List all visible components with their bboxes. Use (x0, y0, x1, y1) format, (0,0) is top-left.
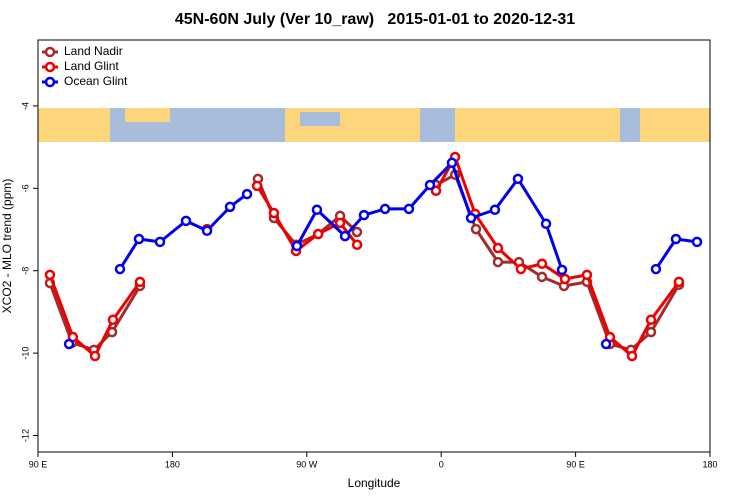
point (268, 207, 280, 219)
point (403, 203, 415, 215)
point (154, 236, 166, 248)
point (107, 314, 119, 325)
point (251, 180, 263, 192)
legend-label: Land Glint (64, 59, 119, 73)
y-tick-label: -4 (20, 102, 30, 110)
map-strip (38, 108, 710, 142)
point (673, 276, 685, 288)
x-tick-label: 0 (439, 459, 444, 469)
series-line (48, 173, 681, 352)
y-tick-label: -10 (20, 347, 30, 360)
point (63, 338, 75, 350)
point (133, 233, 145, 245)
point (180, 215, 192, 227)
chart-title: 45N-60N July (Ver 10_raw) 2015-01-01 to … (175, 11, 575, 28)
point (311, 204, 323, 215)
series-line (118, 161, 698, 271)
plot-frame (37, 39, 711, 453)
point (626, 350, 638, 362)
point (536, 258, 548, 269)
point (446, 157, 458, 169)
point (351, 239, 363, 251)
x-tick-label: 180 (165, 459, 180, 469)
point (379, 203, 391, 215)
x-tick-label: 90 E (29, 459, 48, 469)
point (312, 228, 324, 240)
point (645, 314, 657, 325)
point (339, 230, 351, 242)
point (650, 263, 662, 275)
point (645, 326, 657, 338)
point (559, 273, 571, 285)
point (241, 188, 253, 200)
series-line (48, 155, 681, 358)
point (358, 209, 370, 221)
point (201, 225, 213, 237)
point (291, 240, 303, 252)
point (470, 223, 482, 235)
point (492, 242, 504, 254)
point (489, 204, 501, 215)
point (540, 218, 552, 230)
point (430, 185, 442, 197)
point (114, 263, 126, 275)
y-tick-label: -8 (20, 267, 30, 275)
y-axis-label: XCO2 - MLO trend (ppm) (0, 179, 14, 314)
x-axis-label: Longitude (348, 476, 401, 490)
point (334, 217, 346, 229)
legend-label: Land Nadir (64, 44, 123, 58)
point (600, 338, 612, 350)
legend-marker (44, 61, 56, 73)
point (670, 233, 682, 245)
point (465, 212, 477, 224)
y-tick-label: -6 (20, 184, 30, 192)
x-tick-label: 180 (702, 459, 717, 469)
point (424, 179, 436, 191)
point (556, 264, 568, 276)
legend-label: Ocean Glint (64, 74, 128, 88)
point (512, 173, 524, 185)
x-tick-label: 90 W (296, 459, 318, 469)
legend-marker (44, 46, 56, 58)
point (536, 271, 548, 283)
point (44, 269, 56, 281)
point (134, 276, 146, 288)
x-tick-label: 90 E (566, 459, 585, 469)
point (224, 201, 236, 213)
y-tick-label: -12 (20, 429, 30, 442)
point (492, 256, 504, 268)
point (89, 350, 101, 362)
point (515, 263, 527, 275)
point (351, 226, 363, 238)
point (691, 236, 703, 248)
point (581, 269, 593, 281)
legend-marker (44, 76, 56, 88)
